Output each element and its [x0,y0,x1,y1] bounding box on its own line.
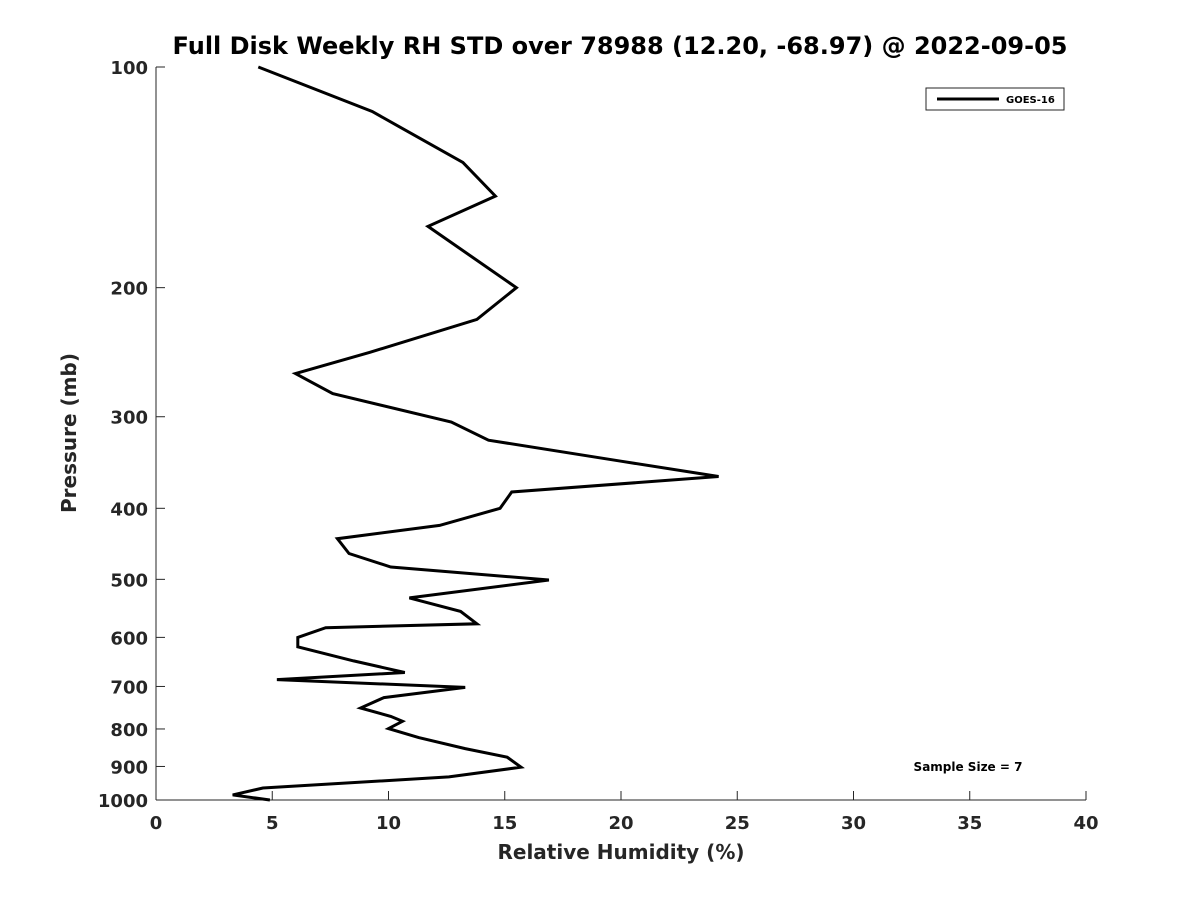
x-tick-label: 5 [266,813,279,834]
y-tick-label: 300 [110,408,148,429]
x-tick-label: 25 [725,813,750,834]
legend-label: GOES-16 [1006,95,1055,106]
series-group [232,65,719,802]
x-tick-label: 30 [841,813,866,834]
y-ticks: 100 200 300 400 500 600 700 800 900 1000 [98,58,165,812]
y-tick-label: 100 [110,58,148,79]
x-tick-label: 15 [492,813,517,834]
x-tick-label: 10 [376,813,401,834]
legend: GOES-16 [925,87,1065,111]
y-tick-label: 200 [110,279,148,300]
y-tick-label: 800 [110,720,148,741]
y-tick-label: 600 [110,628,148,649]
y-axis-label: Pressure (mb) [57,353,81,513]
chart-title: Full Disk Weekly RH STD over 78988 (12.2… [173,32,1068,60]
series-line-goes-16 [232,65,719,802]
y-tick-label: 700 [110,677,148,698]
x-tick-label: 20 [608,813,633,834]
x-axis-label: Relative Humidity (%) [497,840,744,864]
y-tick-label: 500 [110,570,148,591]
y-tick-label: 400 [110,499,148,520]
x-tick-label: 40 [1073,813,1098,834]
x-tick-label: 35 [957,813,982,834]
y-tick-label: 1000 [98,791,148,812]
y-tick-label: 900 [110,757,148,778]
x-tick-label: 0 [150,813,163,834]
sample-size-annotation: Sample Size = 7 [914,760,1023,774]
x-ticks: 0 5 10 15 20 25 30 35 40 [150,791,1099,834]
